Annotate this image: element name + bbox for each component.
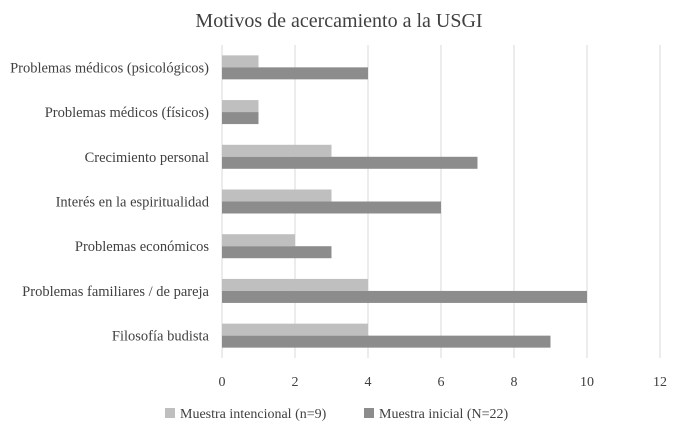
bar-muestra-intencional-n-9-interes-en-la-espiritualidad bbox=[222, 189, 332, 202]
bar-muestra-inicial-n-22-crecimiento-personal bbox=[222, 156, 478, 169]
category-label-problemas-medicos-fisicos: Problemas médicos (físicos) bbox=[45, 105, 209, 121]
bar-muestra-intencional-n-9-problemas-medicos-psicologicos bbox=[222, 55, 259, 68]
category-label-problemas-economicos: Problemas económicos bbox=[75, 239, 209, 255]
bar-muestra-inicial-n-22-interes-en-la-espiritualidad bbox=[222, 201, 441, 214]
bar-muestra-intencional-n-9-problemas-medicos-fisicos bbox=[222, 100, 259, 113]
x-tick-label: 12 bbox=[653, 375, 667, 390]
category-label-problemas-familiares-de-pareja: Problemas familiares / de pareja bbox=[22, 284, 209, 300]
x-tick-label: 8 bbox=[511, 375, 518, 390]
category-labels: Problemas médicos (psicológicos) Problema… bbox=[10, 60, 210, 344]
bar-muestra-inicial-n-22-problemas-medicos-psicologicos bbox=[222, 67, 368, 80]
x-tick-label: 0 bbox=[219, 375, 226, 390]
chart-title: Motivos de acercamiento a la USGI bbox=[195, 10, 482, 32]
legend-swatch-muestra-inicial bbox=[364, 408, 374, 418]
category-label-crecimiento-personal: Crecimiento personal bbox=[85, 150, 209, 166]
bar-muestra-inicial-n-22-problemas-economicos bbox=[222, 246, 332, 259]
legend-swatch-muestra-intencional bbox=[165, 408, 175, 418]
bar-muestra-intencional-n-9-problemas-economicos bbox=[222, 234, 295, 247]
bar-muestra-intencional-n-9-crecimiento-personal bbox=[222, 144, 332, 157]
legend: Muestra intencional (n=9) Muestra inicia… bbox=[165, 407, 509, 422]
legend-label-muestra-intencional: Muestra intencional (n=9) bbox=[180, 407, 327, 422]
bar-muestra-inicial-n-22-filosofia-budista bbox=[222, 335, 551, 348]
x-tick-label: 2 bbox=[292, 375, 299, 390]
legend-label-muestra-inicial: Muestra inicial (N=22) bbox=[379, 407, 509, 422]
category-label-interes-en-la-espiritualidad: Interés en la espiritualidad bbox=[56, 195, 210, 211]
category-label-problemas-medicos-psicologicos: Problemas médicos (psicológicos) bbox=[10, 60, 209, 76]
bar-muestra-intencional-n-9-filosofia-budista bbox=[222, 323, 368, 336]
bar-muestra-inicial-n-22-problemas-medicos-fisicos bbox=[222, 112, 259, 125]
x-tick-label: 4 bbox=[365, 375, 372, 390]
bar-muestra-inicial-n-22-problemas-familiares-de-pareja bbox=[222, 290, 587, 303]
x-tick-label: 6 bbox=[438, 375, 445, 390]
x-axis-ticks: 0 2 4 6 8 10 12 bbox=[219, 375, 668, 390]
x-tick-label: 10 bbox=[580, 375, 594, 390]
bars bbox=[222, 55, 587, 348]
bar-muestra-intencional-n-9-problemas-familiares-de-pareja bbox=[222, 278, 368, 291]
category-label-filosofia-budista: Filosofía budista bbox=[112, 329, 210, 345]
